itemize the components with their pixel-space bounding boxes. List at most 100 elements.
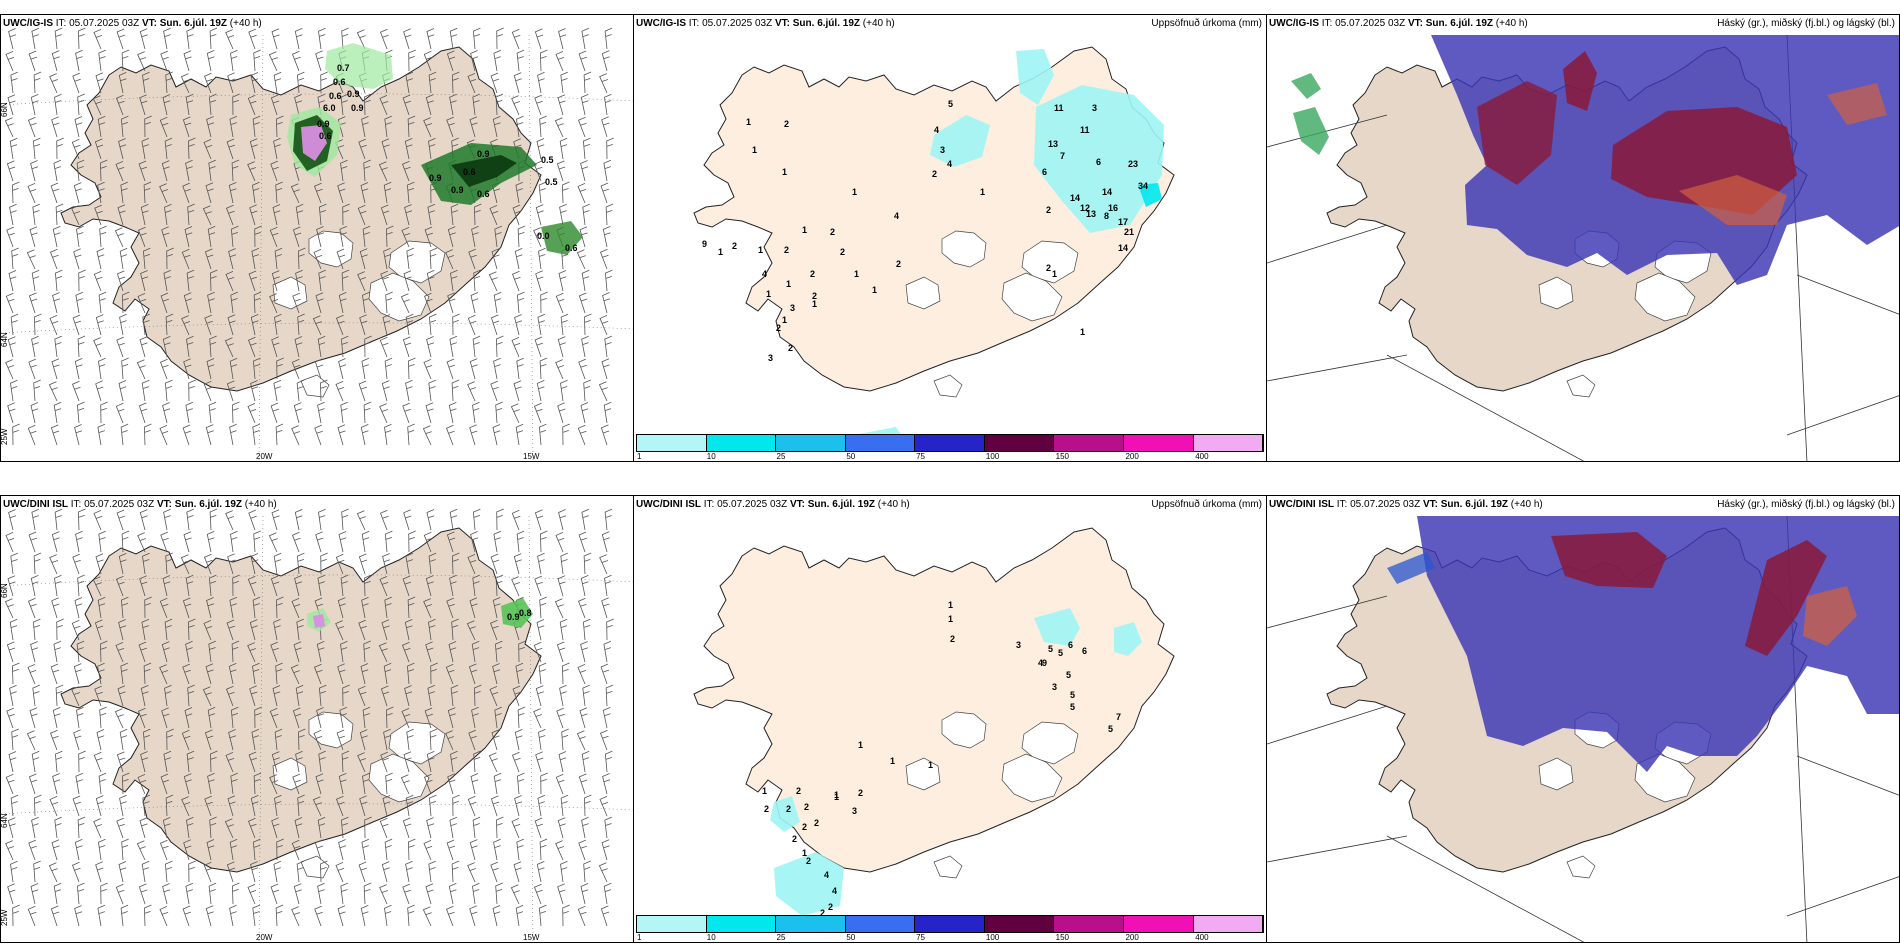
- wind-barb: [583, 552, 592, 575]
- precip-patch-light: [325, 43, 393, 89]
- wind-barb: [383, 247, 391, 270]
- wind-barb: [137, 532, 147, 553]
- wind-barb: [559, 203, 567, 226]
- wind-barb: [100, 401, 108, 424]
- wind-barb: [358, 380, 368, 402]
- panel-precip-dini: UWC/DINI ISL IT: 05.07.2025 03Z VT: Sun.…: [633, 495, 1267, 943]
- wind-barb: [121, 772, 130, 795]
- wind-barb: [578, 358, 587, 380]
- wind-barb: [428, 552, 437, 575]
- wind-barb: [270, 575, 280, 597]
- wind-barb: [95, 795, 104, 817]
- wind-barb: [74, 839, 83, 861]
- precip-area: [1034, 85, 1164, 233]
- wind-barb: [186, 335, 194, 358]
- wind-barb: [316, 641, 325, 663]
- wind-barb: [539, 49, 548, 72]
- wind-barb: [490, 72, 500, 94]
- wind-barb: [33, 71, 42, 94]
- wind-barb: [361, 357, 370, 380]
- wind-barb: [339, 706, 348, 729]
- wind-barb: [27, 905, 37, 927]
- glacier: [1566, 374, 1596, 398]
- wind-barb: [599, 729, 609, 751]
- precip-value-label: 0.9: [451, 185, 464, 195]
- wind-barb: [426, 336, 435, 358]
- wind-barb: [601, 50, 610, 72]
- colorbar-segment: [1193, 435, 1264, 451]
- glacier: [272, 757, 308, 791]
- wind-barb: [364, 816, 372, 839]
- wind-barb: [206, 116, 215, 138]
- wind-barb: [225, 271, 235, 292]
- wind-barb: [580, 402, 589, 424]
- wind-barb: [159, 183, 169, 204]
- wind-barb: [33, 313, 42, 336]
- wind-barb: [318, 203, 327, 226]
- wind-barb: [248, 509, 257, 531]
- wind-barb: [248, 28, 257, 50]
- wind-barb: [120, 181, 128, 204]
- wind-barb: [50, 663, 60, 685]
- wind-barb: [291, 598, 301, 619]
- wind-barb: [207, 225, 216, 248]
- precip-amount-label: 5: [1070, 690, 1075, 700]
- wind-barb: [404, 204, 413, 226]
- wind-barb: [605, 203, 614, 226]
- wind-barb: [601, 116, 610, 138]
- wind-barb: [159, 664, 169, 685]
- wind-barb: [247, 94, 257, 116]
- precip-amount-label: 3: [768, 353, 773, 363]
- wind-barb: [187, 137, 196, 160]
- wind-barb: [402, 575, 412, 597]
- wind-barb: [10, 313, 19, 336]
- wind-barb: [313, 249, 323, 270]
- wind-barb: [558, 751, 567, 773]
- precip-amount-label: 5: [1066, 670, 1071, 680]
- wind-barb: [275, 596, 284, 619]
- wind-barb: [401, 227, 411, 248]
- wind-barb: [119, 247, 128, 270]
- lat-label-25w: 25W: [1, 428, 9, 445]
- wind-barb: [247, 817, 257, 839]
- wind-barb: [381, 861, 390, 883]
- wind-barb: [32, 684, 40, 707]
- wind-barb: [4, 117, 14, 138]
- wind-barb: [533, 402, 543, 424]
- wind-barb: [228, 248, 237, 270]
- wind-barb: [580, 94, 589, 116]
- wind-barb: [28, 531, 38, 553]
- wind-barb: [250, 72, 259, 94]
- wind-barb: [407, 115, 416, 138]
- wind-barb: [72, 553, 81, 575]
- wind-barb: [294, 817, 303, 839]
- wind-barb: [186, 750, 195, 773]
- wind-barb: [512, 685, 522, 707]
- wind-barb: [10, 794, 19, 817]
- panel-clouds-dini: UWC/DINI ISL IT: 05.07.2025 03Z VT: Sun.…: [1266, 495, 1900, 943]
- wind-barb: [380, 270, 389, 292]
- wind-barb: [53, 159, 62, 182]
- wind-barb: [402, 94, 412, 116]
- wind-barb: [582, 203, 590, 226]
- wind-barb: [340, 159, 348, 182]
- colorbar-segment: [845, 916, 916, 932]
- wind-barb: [338, 839, 347, 861]
- colorbar-tick-label: 50: [846, 933, 856, 942]
- wind-barb: [160, 50, 169, 72]
- wind-barb: [603, 401, 612, 424]
- wind-barb: [251, 728, 260, 751]
- wind-barb: [228, 663, 237, 685]
- wind-barb: [495, 882, 503, 905]
- wind-barb: [11, 662, 20, 685]
- wind-barb: [511, 509, 521, 531]
- wind-barb: [320, 71, 328, 94]
- wind-barb: [165, 313, 174, 336]
- wind-barb: [538, 247, 546, 270]
- wind-barb: [120, 904, 129, 927]
- wind-barb: [468, 663, 478, 685]
- wind-barb: [450, 684, 459, 707]
- panel-title: UWC/DINI ISL IT: 05.07.2025 03Z VT: Sun.…: [636, 499, 910, 510]
- colorbar-segment: [984, 435, 1055, 451]
- wind-barb: [140, 685, 149, 707]
